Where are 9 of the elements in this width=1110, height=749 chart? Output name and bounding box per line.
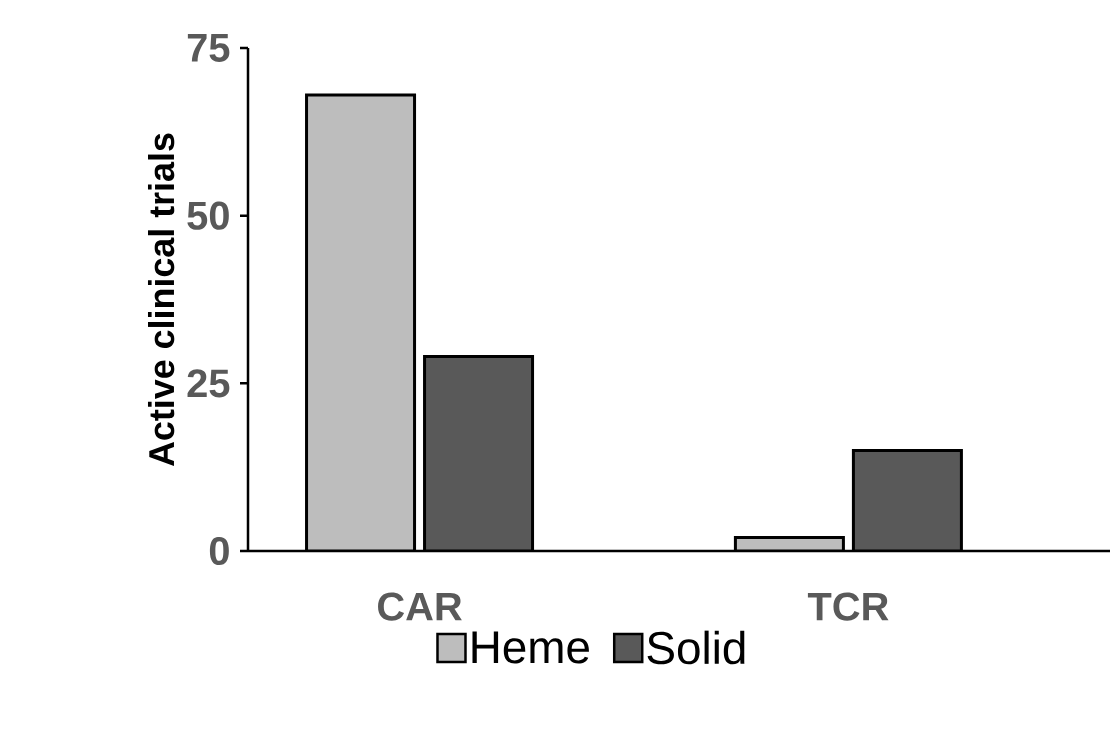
y-tick-label: 50	[187, 201, 229, 230]
x-tick-label: TCR	[807, 592, 889, 621]
y-tick-label: 0	[209, 536, 229, 566]
y-tick-label: 25	[187, 369, 230, 398]
y-axis-title: Active clinical trials	[147, 133, 175, 467]
y-tick-label: 75	[187, 34, 230, 62]
legend-label: Solid	[647, 630, 745, 665]
x-tick-label: CAR	[378, 592, 462, 621]
legend-label: Heme	[472, 631, 589, 664]
